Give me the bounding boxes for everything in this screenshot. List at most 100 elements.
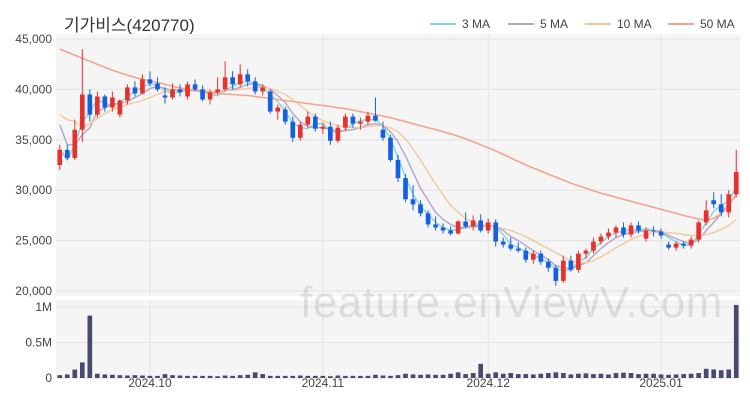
candle-body [561,260,566,281]
candle-body [162,95,168,98]
candlestick [523,247,529,263]
candlestick [621,222,626,238]
volume-bar [673,374,679,378]
volume-bar [132,375,138,378]
candlestick [207,89,213,105]
candle-body [170,89,175,98]
candle-body [117,100,123,115]
candle-body [395,159,401,179]
candlestick [478,214,484,233]
candlestick [87,89,93,122]
candlestick [613,225,619,238]
volume-bar [328,376,333,378]
volume-bar [606,374,611,378]
candlestick [606,228,611,240]
volume-bar [162,374,168,378]
legend-swatch-5ma [508,23,534,25]
candlestick [380,121,386,141]
volume-bar [493,372,499,378]
volume-bar [155,375,160,378]
candle-body [696,222,701,240]
candle-body [200,89,205,100]
volume-bar [388,375,393,378]
volume-bar [222,375,228,378]
candle-body [681,243,686,246]
price-y-tick-label: 25,000 [15,234,52,248]
candlestick [681,241,686,249]
candlestick [215,77,220,95]
volume-bar [440,374,446,378]
candle-body [388,137,393,160]
candlestick [147,71,153,87]
volume-bar [200,375,205,378]
volume-bar [463,374,468,378]
candlestick [673,241,679,251]
candlestick [403,174,408,203]
volume-bar [230,375,235,378]
candle-body [282,109,288,122]
candle-body [95,96,100,115]
candle-body [621,227,626,235]
volume-bar [718,370,724,378]
chart-title: 기가비스(420770) [64,16,195,35]
candle-body [245,74,251,82]
volume-bar [245,374,251,378]
legend-item-10ma: 10 MA [585,17,652,31]
candlestick [493,219,499,247]
volume-bar [177,375,183,378]
candle-body [703,210,709,223]
volume-bar [343,375,348,378]
volume-bar [658,374,664,378]
volume-bar [260,374,266,378]
volume-bar [170,375,175,378]
volume-bar [688,373,694,378]
candle-body [493,222,499,242]
volume-bar [380,375,386,378]
volume-y-tick-label: 0 [45,371,52,385]
candlestick [57,144,63,171]
volume-bar [561,373,566,378]
candle-body [57,149,63,165]
candlestick [688,236,694,249]
volume-bar [591,374,596,378]
volume-bar [643,373,649,378]
volume-bar [185,375,190,378]
candle-body [110,97,115,108]
candlestick [72,119,78,160]
volume-bar [538,373,544,378]
candle-body [335,127,341,141]
candle-body [470,220,476,227]
candlestick [260,84,266,96]
candlestick [455,220,461,235]
candle-body [260,87,266,92]
candle-body [365,115,371,122]
volume-bar [448,373,453,378]
candle-body [305,116,311,125]
candlestick [79,49,85,142]
volume-bar [305,375,311,378]
candlestick [500,237,506,248]
candle-body [147,79,153,84]
candlestick [125,84,130,105]
candle-body [297,124,303,138]
volume-bar [72,369,78,378]
legend-label-50ma: 50 MA [700,17,735,31]
candlestick [515,242,521,253]
candle-body [215,89,220,93]
candlestick [643,227,649,242]
candlestick [237,64,243,88]
candlestick [463,212,468,229]
candle-body [583,250,589,254]
volume-bar [613,373,619,378]
candle-body [358,121,363,124]
legend-label-10ma: 10 MA [617,17,652,31]
candle-body [237,74,243,85]
candlestick [177,84,183,97]
candle-body [463,221,468,227]
candle-body [628,225,634,235]
candle-body [440,227,446,231]
candle-body [433,224,438,228]
candlestick [410,185,416,211]
